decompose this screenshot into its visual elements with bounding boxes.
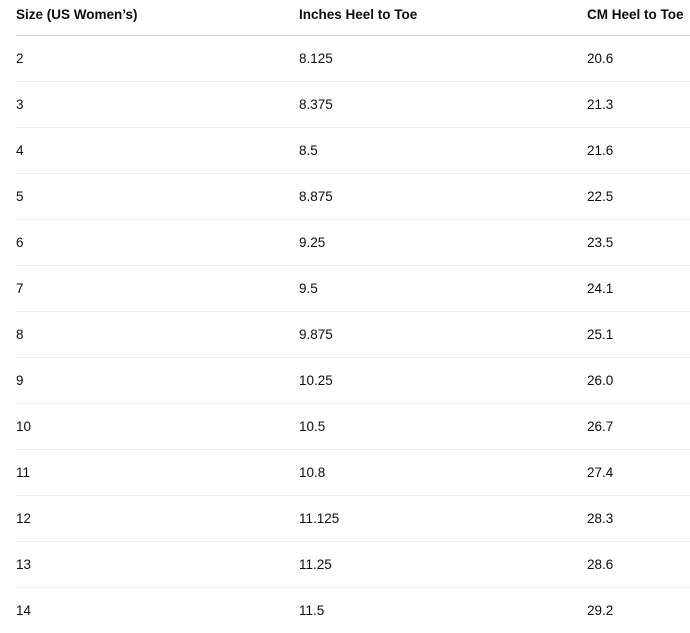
cell-inches: 11.25 (299, 541, 587, 588)
table-row: 11 10.8 27.4 (16, 449, 690, 496)
size-chart-table-container: Size (US Women’s) Inches Heel to Toe CM … (16, 0, 690, 633)
column-header-inches: Inches Heel to Toe (299, 0, 587, 36)
cell-cm: 22.5 (587, 173, 690, 220)
table-row: 2 8.125 20.6 (16, 35, 690, 82)
cell-cm: 29.2 (587, 602, 614, 618)
cell-inches: 9.5 (299, 265, 587, 312)
cell-cm: 28.6 (587, 541, 690, 588)
table-row: 5 8.875 22.5 (16, 173, 690, 220)
table-row: 13 11.25 28.6 (16, 541, 690, 588)
table-row: 10 10.5 26.7 (16, 403, 690, 450)
cell-inches: 11.5 (299, 602, 325, 618)
cell-size: 11 (16, 449, 299, 496)
cell-size: 6 (16, 219, 299, 266)
cell-size: 10 (16, 403, 299, 450)
cell-size: 5 (16, 173, 299, 220)
cell-cm: 20.6 (587, 35, 690, 82)
cell-cm: 23.5 (587, 219, 690, 266)
cell-inches: 11.125 (299, 495, 587, 542)
table-row: 9 10.25 26.0 (16, 357, 690, 404)
size-chart-table: Size (US Women’s) Inches Heel to Toe CM … (16, 0, 690, 633)
cell-size: 14 (16, 602, 32, 618)
cell-inches: 8.125 (299, 35, 587, 82)
table-body: 2 8.125 20.6 3 8.375 21.3 4 8.5 21.6 5 8… (16, 35, 690, 633)
cell-inches: 9.875 (299, 311, 587, 358)
cell-size: 8 (16, 311, 299, 358)
cell-inches: 10.25 (299, 357, 587, 404)
cell-inches: 10.5 (299, 403, 587, 450)
cell-size: 7 (16, 265, 299, 312)
table-row: 14 11.5 29.2 (16, 587, 690, 633)
cell-cm: 25.1 (587, 311, 690, 358)
cell-inches: 8.375 (299, 81, 587, 128)
cell-cm: 26.0 (587, 357, 690, 404)
cell-cm: 26.7 (587, 403, 690, 450)
cell-size: 12 (16, 495, 299, 542)
cell-size: 4 (16, 127, 299, 174)
table-row: 6 9.25 23.5 (16, 219, 690, 266)
table-row: 4 8.5 21.6 (16, 127, 690, 174)
cell-cm: 27.4 (587, 449, 690, 496)
cell-size: 2 (16, 35, 299, 82)
table-row: 3 8.375 21.3 (16, 81, 690, 128)
table-header: Size (US Women’s) Inches Heel to Toe CM … (16, 0, 690, 36)
cell-cm: 24.1 (587, 265, 690, 312)
cell-inches: 10.8 (299, 449, 587, 496)
column-header-cm: CM Heel to Toe (587, 0, 690, 36)
cell-inches: 9.25 (299, 219, 587, 266)
cell-cm: 28.3 (587, 495, 690, 542)
header-row: Size (US Women’s) Inches Heel to Toe CM … (16, 0, 690, 36)
cell-size: 3 (16, 81, 299, 128)
cell-inches: 8.875 (299, 173, 587, 220)
cell-cm: 21.6 (587, 127, 690, 174)
cell-cm: 21.3 (587, 81, 690, 128)
cell-size: 9 (16, 357, 299, 404)
table-row: 12 11.125 28.3 (16, 495, 690, 542)
cell-size: 13 (16, 541, 299, 588)
table-row: 8 9.875 25.1 (16, 311, 690, 358)
cell-inches: 8.5 (299, 127, 587, 174)
table-row: 7 9.5 24.1 (16, 265, 690, 312)
column-header-size: Size (US Women’s) (16, 0, 299, 36)
